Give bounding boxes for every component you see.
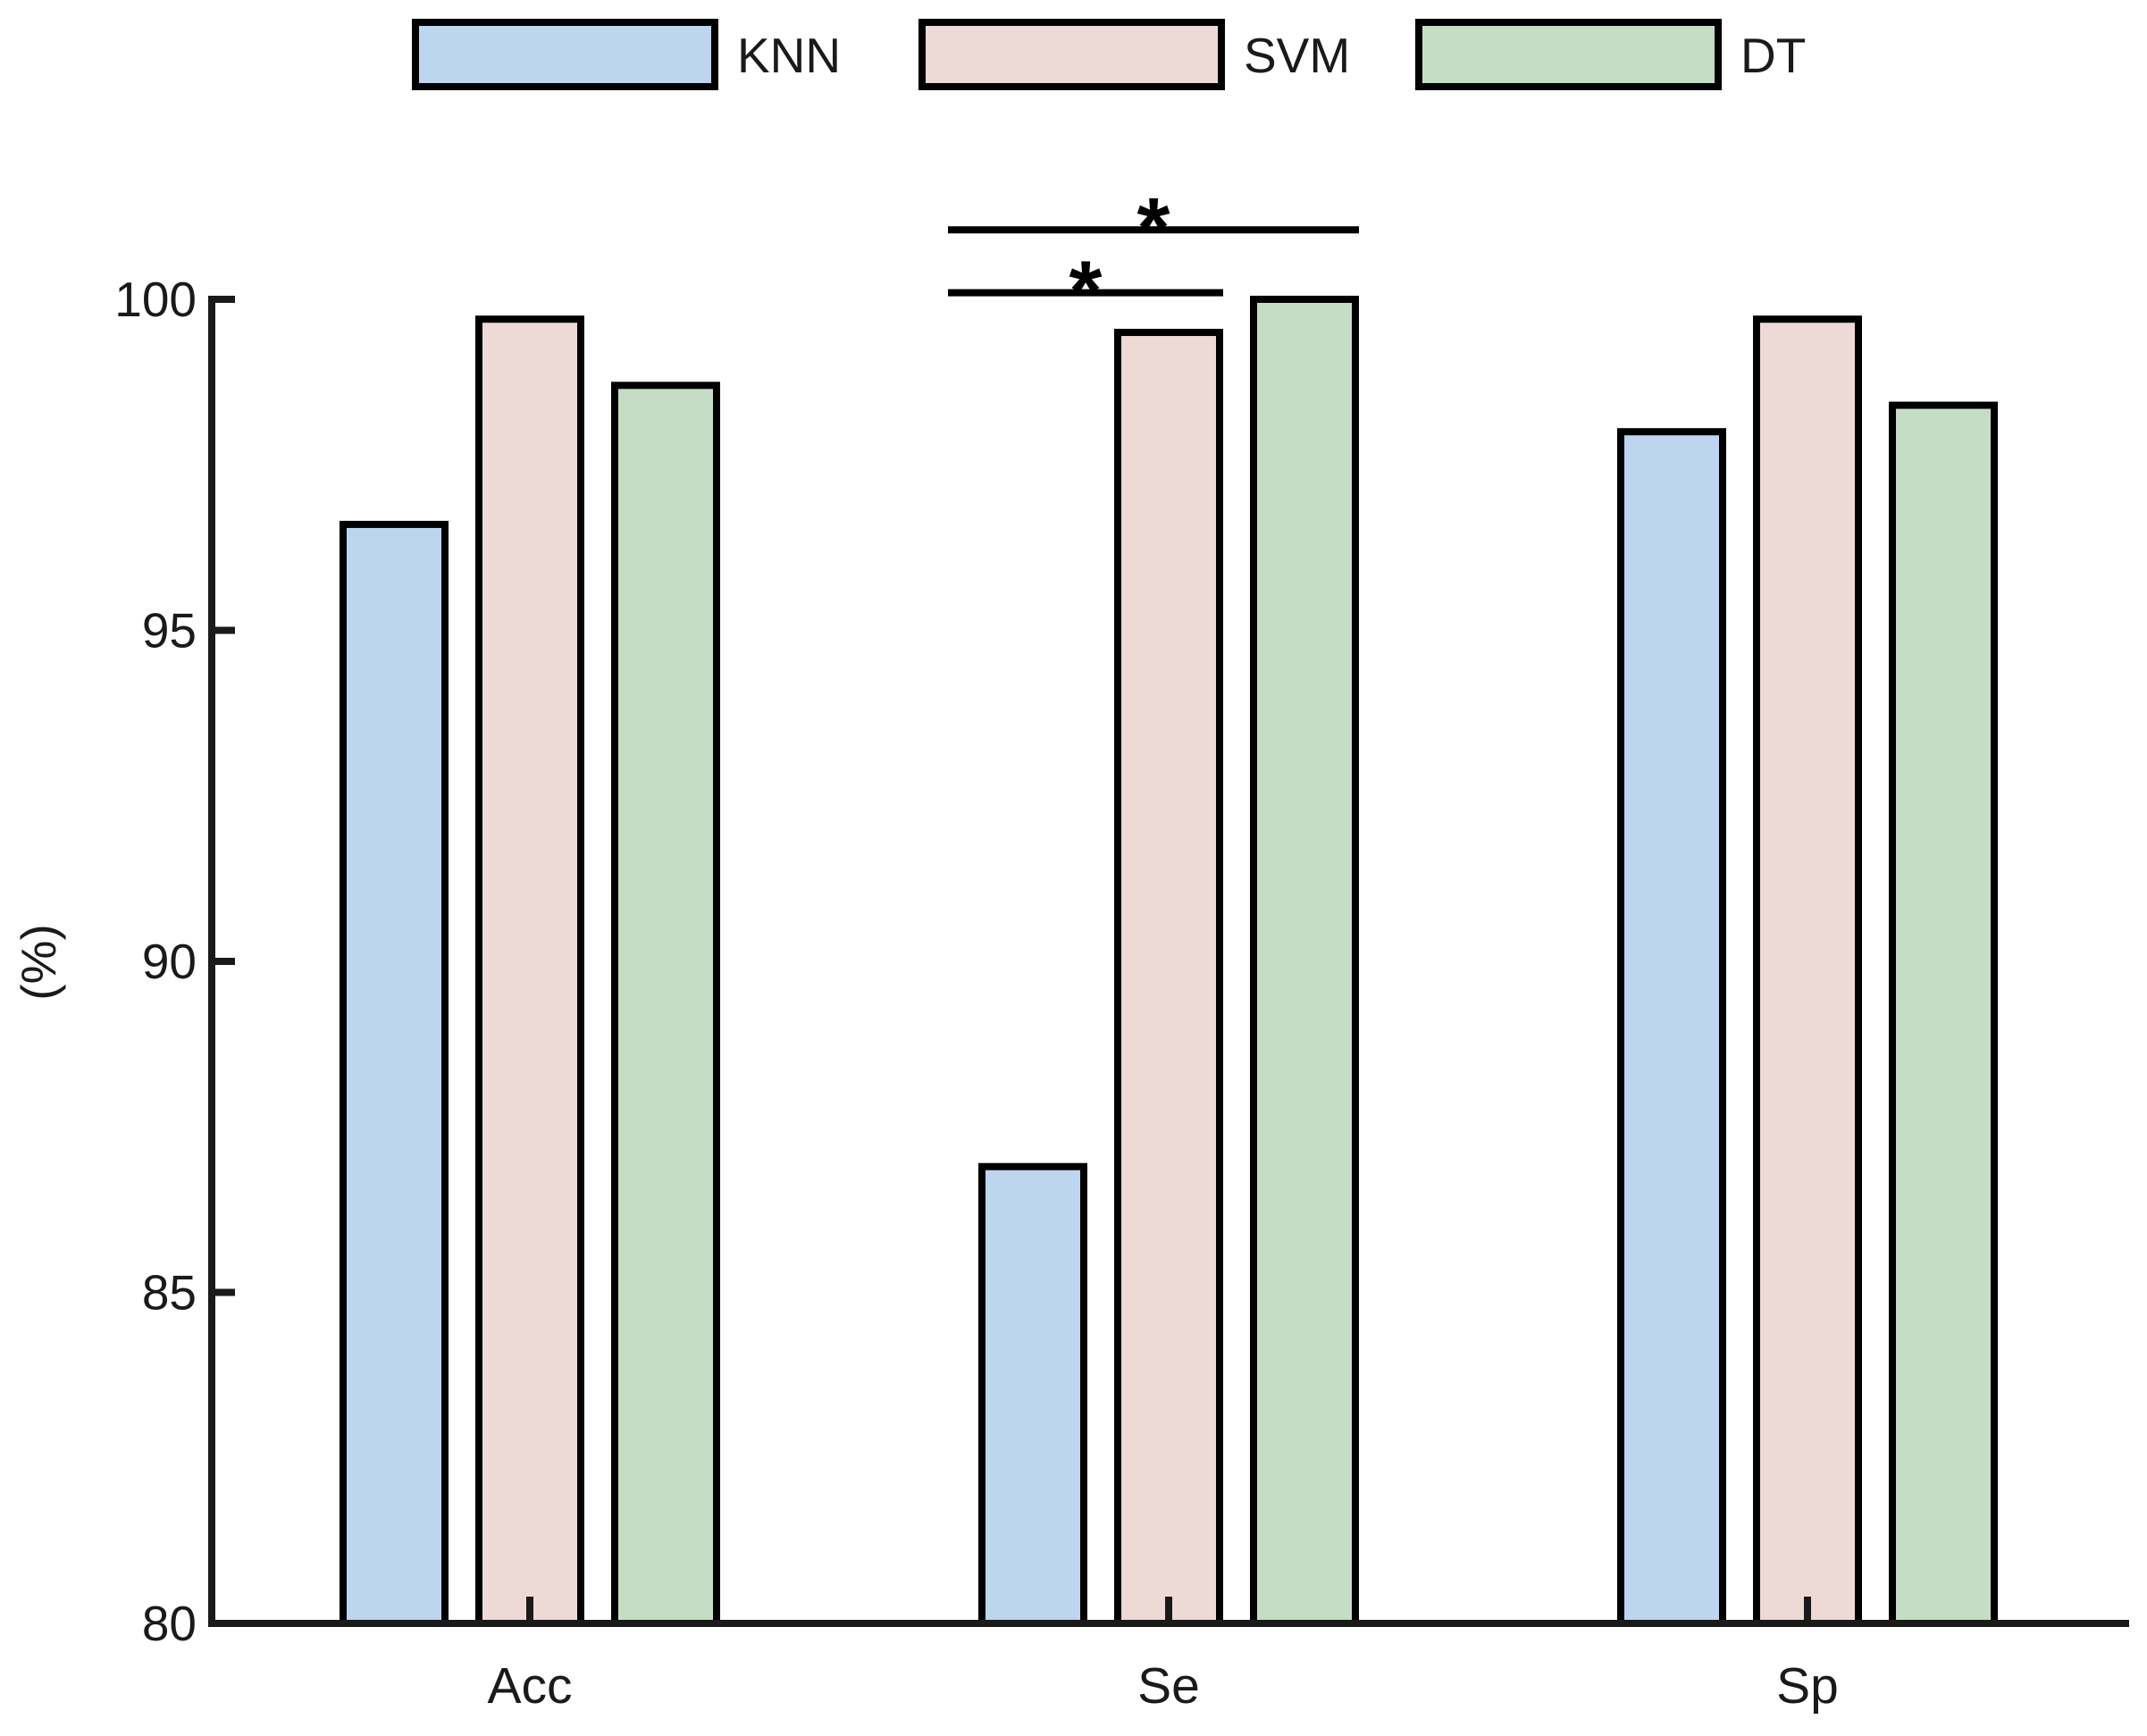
y-axis-title: (%) (11, 924, 66, 1001)
y-tick-label-95: 95 (142, 603, 197, 658)
bar-se-dt (1250, 296, 1359, 1627)
legend-label-dt: DT (1740, 28, 1806, 83)
y-tick-label-85: 85 (142, 1265, 197, 1321)
significance-star-0: * (1069, 244, 1103, 339)
legend-swatch-dt (1415, 19, 1722, 90)
annotation-layer: ** (948, 180, 1359, 339)
axes-layer (208, 296, 2129, 1627)
bar-se-knn (978, 1162, 1087, 1627)
bars-layer (340, 296, 1998, 1628)
legend-swatch-svm (918, 19, 1225, 90)
bar-sp-knn (1617, 428, 1726, 1628)
x-category-label-sp: Sp (1776, 1657, 1839, 1715)
bar-sp-svm (1753, 315, 1862, 1628)
bar-acc-svm (475, 315, 584, 1628)
labels-layer: 80 85 90 95 100 Acc Se Sp (%) (11, 272, 1839, 1715)
x-category-label-acc: Acc (487, 1657, 572, 1715)
bar-sp-dt (1889, 401, 1998, 1627)
bar-acc-knn (340, 520, 449, 1628)
legend-label-knn: KNN (737, 28, 841, 83)
bar-se-svm (1114, 329, 1223, 1627)
legend-label-svm: SVM (1244, 28, 1350, 83)
legend-swatch-knn (412, 19, 718, 90)
y-tick-label-100: 100 (114, 272, 197, 327)
significance-star-1: * (1137, 180, 1170, 275)
y-tick-label-90: 90 (142, 934, 197, 989)
y-tick-label-80: 80 (142, 1596, 197, 1651)
legend: KNN SVM DT (412, 19, 1806, 90)
x-category-label-se: Se (1137, 1657, 1200, 1715)
bar-acc-dt (611, 382, 720, 1628)
